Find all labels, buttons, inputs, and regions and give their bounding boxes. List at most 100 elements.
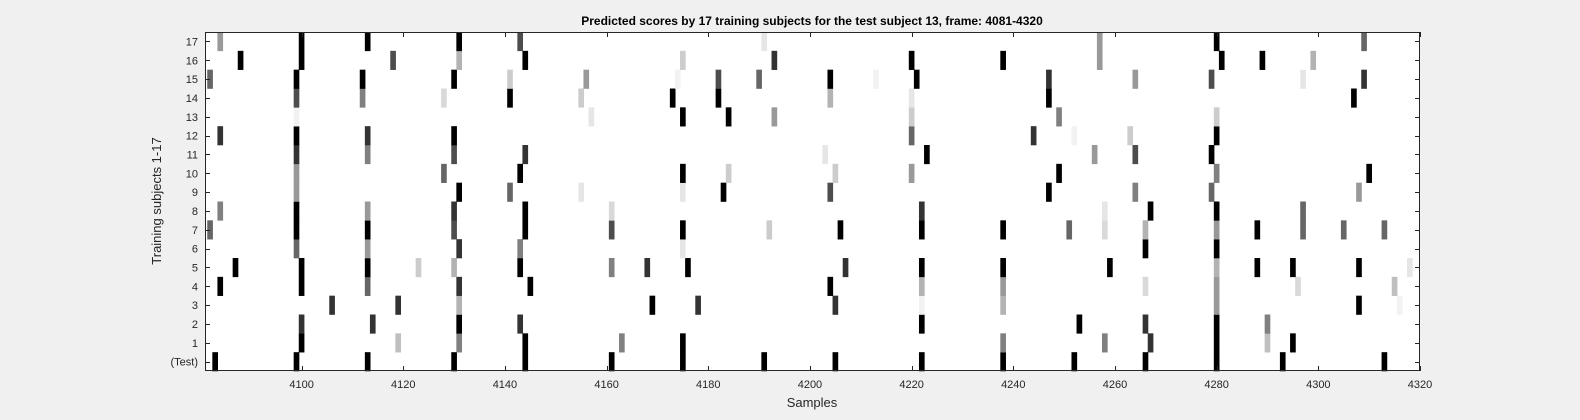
heatmap-cell-row-3-10 <box>1396 295 1403 315</box>
heatmap-cell-row-9-3 <box>578 182 585 202</box>
heatmap-cell-row-test-15 <box>1381 352 1388 372</box>
heatmap-cell-row-14-0 <box>293 88 300 108</box>
heatmap-cell-row-8-10 <box>1300 201 1306 221</box>
x-tick-label-4220: 4220 <box>899 379 923 391</box>
x-tick-label-4240: 4240 <box>1001 379 1025 391</box>
heatmap-cell-row-8-1 <box>293 201 300 221</box>
heatmap-cell-row-7-10 <box>1000 220 1006 240</box>
heatmap-cell-row-10-2 <box>517 163 524 183</box>
x-axis: 4100 4120 4140 4160 4180 4200 4220 4240 4260 4280… <box>289 32 1432 391</box>
x-tick-label-4280: 4280 <box>1204 379 1228 391</box>
heatmap-cell-row-2-5 <box>1076 314 1083 334</box>
x-tick-label-4320: 4320 <box>1408 379 1432 391</box>
y-tick-label-6: 6 <box>192 244 198 256</box>
heatmap-cell-row-1-0 <box>298 333 305 353</box>
heatmap-cell-row-4-7 <box>1000 276 1006 296</box>
heatmap-cell-row-12-3 <box>451 126 457 146</box>
heatmap-cell-row-4-5 <box>827 276 834 296</box>
heatmap-cell-row-14-4 <box>578 88 585 108</box>
y-tick-label-7: 7 <box>192 225 198 237</box>
heatmap-cell-row-7-16 <box>1300 220 1306 240</box>
y-tick-label-15: 15 <box>186 74 198 86</box>
heatmap-cell-row-11-1 <box>364 145 371 165</box>
heatmap-cell-row-16-11 <box>1259 50 1266 70</box>
heatmap-cell-row-7-7 <box>766 220 773 240</box>
heatmap-cell-row-3-4 <box>695 295 701 315</box>
x-axis-label: Samples <box>787 395 838 410</box>
heatmap-cell-row-11-6 <box>1091 145 1098 165</box>
heatmap-cell-row-12-2 <box>364 126 371 146</box>
heatmap-cell-row-test-7 <box>761 352 768 372</box>
y-tick-label-14: 14 <box>186 93 198 105</box>
y-tick-label-10: 10 <box>186 168 198 180</box>
heatmap-cell-row-15-5 <box>583 69 590 89</box>
heatmap-cell-row-15-6 <box>674 69 681 89</box>
heatmap-cell-row-12-0 <box>217 126 224 146</box>
heatmap-cell-row-4-9 <box>1213 276 1220 296</box>
heatmap-cell-row-1-5 <box>680 333 686 353</box>
heatmap-cell-row-4-10 <box>1295 276 1301 296</box>
heatmap-cell-row-3-5 <box>832 295 839 315</box>
heatmap-cell-row-7-11 <box>1066 220 1073 240</box>
heatmap-cell-row-3-9 <box>1356 295 1362 315</box>
heatmap-cell-row-3-8 <box>1213 295 1220 315</box>
heatmap-cell-row-3-0 <box>329 295 335 315</box>
heatmap-cell-row-5-13 <box>1213 258 1220 278</box>
plot-frame <box>205 32 1420 371</box>
heatmap-cell-row-11-8 <box>1208 145 1215 165</box>
heatmap-cell-row-test-8 <box>832 352 839 372</box>
heatmap-cell-row-15-4 <box>507 69 513 89</box>
heatmap-cell-row-7-3 <box>451 220 457 240</box>
heatmap-cell-row-15-11 <box>913 69 920 89</box>
heatmap-cell-row-16-8 <box>1000 50 1006 70</box>
heatmap-cell-row-5-5 <box>517 258 524 278</box>
heatmap-cell-row-test-0 <box>212 352 218 372</box>
heatmap-cell-row-7-18 <box>1381 220 1388 240</box>
heatmap-cell-row-1-8 <box>1147 333 1154 353</box>
heatmap-cell-row-1-10 <box>1264 333 1271 353</box>
heatmap-cell-row-16-1 <box>298 50 305 70</box>
heatmap-cell-row-13-0 <box>293 107 300 127</box>
heatmap-cell-row-7-1 <box>293 220 300 240</box>
heatmap-cell-row-13-3 <box>725 107 732 127</box>
heatmap-cell-row-15-9 <box>827 69 834 89</box>
heatmap-cell-row-4-1 <box>298 276 305 296</box>
heatmap-cell-row-9-4 <box>680 182 686 202</box>
heatmap-cell-row-12-8 <box>1213 126 1220 146</box>
x-tick-label-4200: 4200 <box>798 379 822 391</box>
heatmap-cell-row-4-0 <box>217 276 224 296</box>
heatmap-cell-row-test-1 <box>293 352 300 372</box>
heatmap-cell-row-5-7 <box>644 258 651 278</box>
heatmap-cell-row-8-3 <box>451 201 457 221</box>
heatmap-cell-row-7-14 <box>1213 220 1220 240</box>
heatmap-cell-row-13-6 <box>1056 107 1062 127</box>
heatmap-cell-row-15-13 <box>1132 69 1139 89</box>
heatmap-cell-row-7-8 <box>837 220 844 240</box>
heatmap-cell-row-6-2 <box>456 239 463 259</box>
heatmap-cell-row-3-2 <box>456 295 463 315</box>
x-tick-label-4160: 4160 <box>594 379 618 391</box>
heatmap-cell-row-14-5 <box>669 88 676 108</box>
heatmap-cell-row-8-6 <box>918 201 925 221</box>
heatmap-cell-row-2-4 <box>918 314 925 334</box>
heatmap-cell-row-9-7 <box>1046 182 1052 202</box>
heatmap-cell-row-5-6 <box>608 258 615 278</box>
heatmap-cell-row-16-5 <box>680 50 686 70</box>
heatmap-cell-row-3-7 <box>1000 295 1006 315</box>
heatmap-cell-row-5-15 <box>1290 258 1296 278</box>
y-tick-label-8: 8 <box>192 206 198 218</box>
heatmap-cell-row-16-3 <box>456 50 463 70</box>
heatmap-cell-row-9-0 <box>293 182 300 202</box>
heatmap-cell-row-3-6 <box>918 295 925 315</box>
heatmap-cell-row-9-1 <box>456 182 463 202</box>
heatmap-cell-row-7-5 <box>608 220 615 240</box>
heatmap-cells <box>207 32 1413 372</box>
heatmap-cell-row-12-4 <box>908 126 915 146</box>
heatmap-cell-row-7-9 <box>918 220 925 240</box>
heatmap-cell-row-7-17 <box>1340 220 1347 240</box>
chart-title: Predicted scores by 17 training subjects… <box>581 14 1043 28</box>
heatmap-cell-row-12-7 <box>1127 126 1134 146</box>
heatmap-cell-row-5-12 <box>1107 258 1113 278</box>
